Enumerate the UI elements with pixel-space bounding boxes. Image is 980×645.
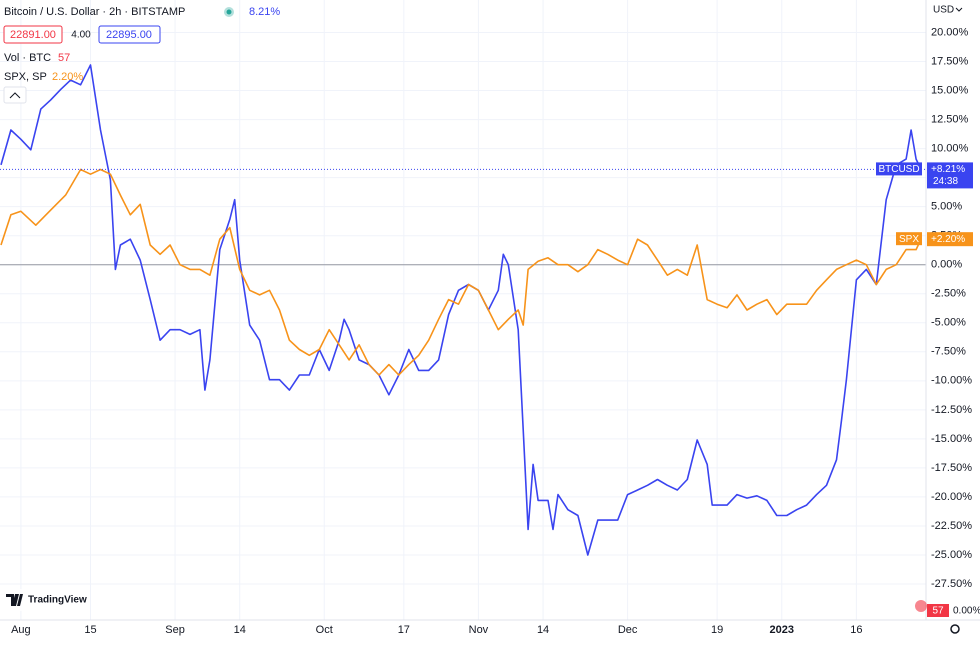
- series-name-tag: [876, 162, 922, 176]
- volume-tag-text: 57: [932, 606, 944, 617]
- volume-label: Vol · BTC: [4, 52, 51, 64]
- collapse-button[interactable]: [3, 86, 27, 104]
- x-tick-label: 14: [537, 624, 549, 636]
- compare-label: SPX, SP: [4, 71, 47, 83]
- currency-caret[interactable]: [955, 7, 963, 12]
- y-tick-label: -15.00%: [931, 433, 972, 445]
- last-value-tag: [927, 232, 973, 247]
- x-tick-label: Aug: [11, 624, 31, 636]
- volume-value: 57: [58, 52, 70, 64]
- x-tick-label: 17: [398, 624, 410, 636]
- y-tick-label: -20.00%: [931, 491, 972, 503]
- settings-icon[interactable]: [950, 624, 960, 634]
- last-value-label: +2.20%: [931, 234, 965, 245]
- y-tick-label: 12.50%: [931, 113, 969, 125]
- x-tick-label: 15: [84, 624, 96, 636]
- y-tick-label: 0.00%: [931, 259, 962, 271]
- y-tick-label: -27.50%: [931, 578, 972, 590]
- volume-scale-label: 0.00%: [953, 606, 980, 617]
- y-tick-label: -10.00%: [931, 375, 972, 387]
- y-tick-label: -12.50%: [931, 404, 972, 416]
- x-tick-label: 16: [850, 624, 862, 636]
- y-tick-label: 15.00%: [931, 84, 969, 96]
- x-tick-label: Oct: [316, 624, 333, 636]
- bid-price[interactable]: 22891.00: [10, 29, 56, 41]
- series-name: BTCUSD: [878, 164, 919, 175]
- volume-tag: [927, 604, 949, 617]
- change-label: 8.21%: [249, 6, 280, 18]
- chart-title: Bitcoin / U.S. Dollar · 2h · BITSTAMP: [4, 6, 185, 18]
- collapse-icon[interactable]: [9, 92, 21, 99]
- plot: [0, 64, 926, 556]
- status-dot: [226, 9, 232, 15]
- y-tick-label: 10.00%: [931, 143, 969, 155]
- y-tick-label: -2.50%: [931, 288, 966, 300]
- y-tick-label: 5.00%: [931, 201, 962, 213]
- bid-box[interactable]: [3, 25, 63, 44]
- y-tick-label: 17.50%: [931, 55, 969, 67]
- x-tick-label: Nov: [469, 624, 489, 636]
- series-name: SPX: [899, 234, 919, 245]
- flag-icon[interactable]: [915, 600, 927, 612]
- y-tick-label: -22.50%: [931, 520, 972, 532]
- x-tick-label: 14: [234, 624, 246, 636]
- countdown: 24:38: [933, 176, 958, 187]
- currency-label[interactable]: USD: [933, 5, 954, 16]
- y-tick-label: -17.50%: [931, 462, 972, 474]
- logo-text[interactable]: TradingView: [28, 595, 87, 606]
- series-line: [0, 168, 922, 376]
- logo-mark[interactable]: [6, 594, 23, 606]
- ask-box[interactable]: [98, 25, 161, 44]
- y-tick-label: 20.00%: [931, 26, 969, 38]
- spread: 4.00: [71, 30, 91, 41]
- last-value-label: +8.21%: [931, 164, 965, 175]
- y-tick-label: -25.00%: [931, 549, 972, 561]
- x-tick-label: 19: [711, 624, 723, 636]
- y-tick-label: -5.00%: [931, 317, 966, 329]
- series-name-tag: [896, 232, 922, 246]
- x-tick-label: 2023: [770, 624, 794, 636]
- last-value-tag: [927, 162, 973, 189]
- y-tick-label: -7.50%: [931, 346, 966, 358]
- x-tick-label: Dec: [618, 624, 638, 636]
- compare-change: 2.20%: [52, 71, 83, 83]
- ask-price[interactable]: 22895.00: [106, 29, 152, 41]
- logo-box[interactable]: [2, 589, 86, 611]
- x-tick-label: Sep: [165, 624, 185, 636]
